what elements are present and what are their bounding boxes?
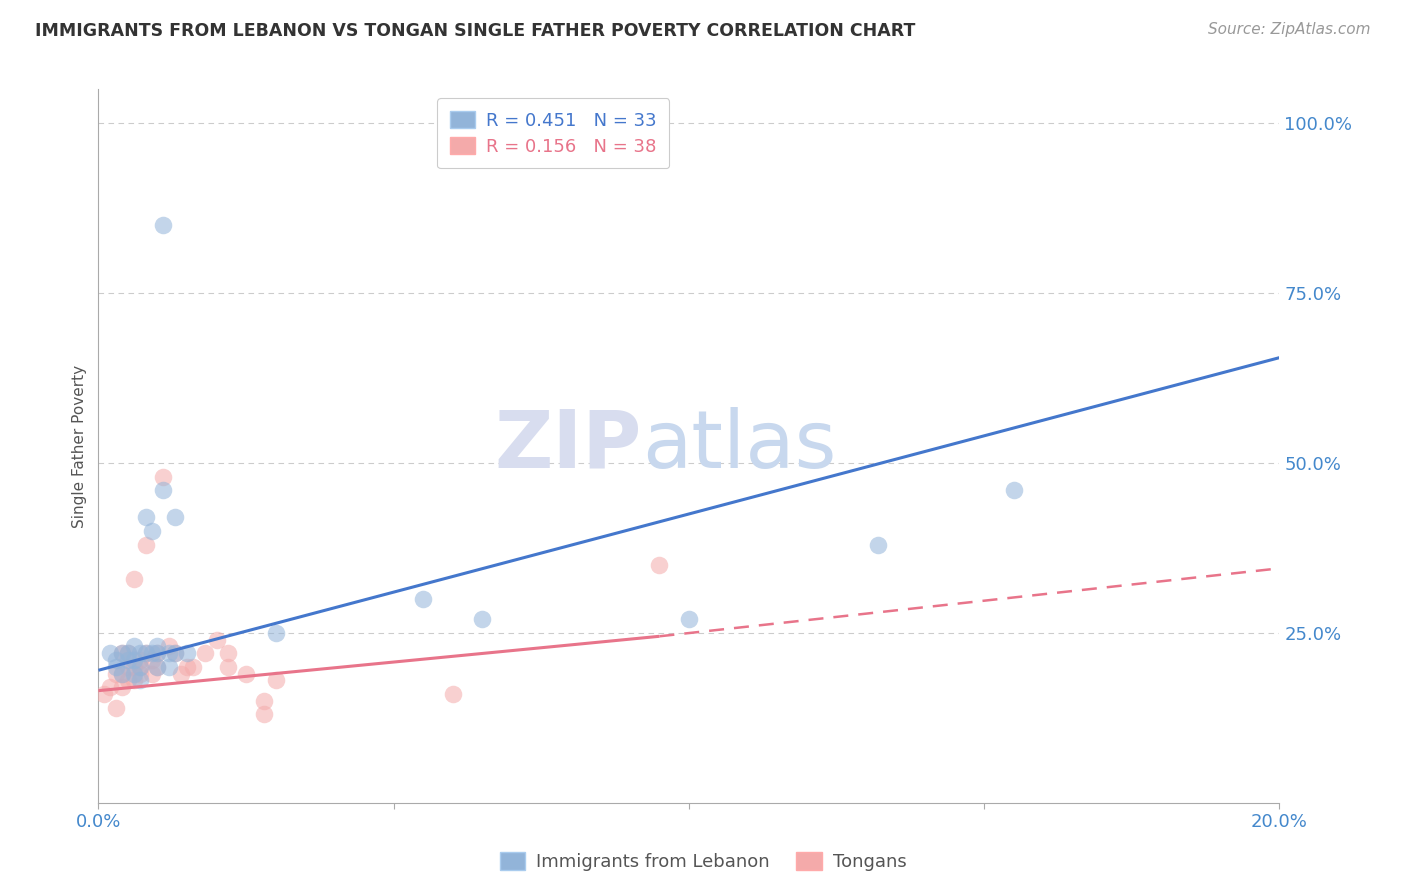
Point bbox=[205, 632, 228, 647]
Point bbox=[117, 653, 139, 667]
Point bbox=[141, 653, 163, 667]
Point bbox=[157, 646, 180, 660]
Point bbox=[441, 687, 464, 701]
Point bbox=[170, 666, 193, 681]
Point bbox=[146, 640, 169, 654]
Point bbox=[146, 646, 169, 660]
Point bbox=[157, 660, 180, 674]
Point bbox=[128, 653, 150, 667]
Point bbox=[117, 673, 139, 688]
Point bbox=[165, 646, 187, 660]
Legend: Immigrants from Lebanon, Tongans: Immigrants from Lebanon, Tongans bbox=[492, 846, 914, 879]
Point bbox=[1002, 483, 1025, 498]
Point bbox=[122, 660, 145, 674]
Point bbox=[146, 646, 169, 660]
Point bbox=[165, 646, 187, 660]
Point bbox=[152, 218, 174, 232]
Point bbox=[648, 558, 671, 572]
Text: IMMIGRANTS FROM LEBANON VS TONGAN SINGLE FATHER POVERTY CORRELATION CHART: IMMIGRANTS FROM LEBANON VS TONGAN SINGLE… bbox=[35, 22, 915, 40]
Point bbox=[98, 646, 121, 660]
Point bbox=[235, 666, 257, 681]
Point bbox=[111, 666, 134, 681]
Point bbox=[122, 666, 145, 681]
Point bbox=[152, 469, 174, 483]
Point bbox=[135, 510, 157, 524]
Point bbox=[253, 694, 276, 708]
Text: Source: ZipAtlas.com: Source: ZipAtlas.com bbox=[1208, 22, 1371, 37]
Point bbox=[165, 510, 187, 524]
Point bbox=[117, 660, 139, 674]
Point bbox=[264, 626, 287, 640]
Point bbox=[412, 591, 434, 606]
Point bbox=[146, 660, 169, 674]
Point bbox=[157, 640, 180, 654]
Point bbox=[111, 680, 134, 694]
Point bbox=[105, 700, 128, 714]
Point bbox=[111, 646, 134, 660]
Point bbox=[176, 646, 198, 660]
Point bbox=[141, 666, 163, 681]
Point bbox=[128, 673, 150, 688]
Point bbox=[471, 612, 494, 626]
Point bbox=[146, 660, 169, 674]
Point bbox=[135, 537, 157, 551]
Point bbox=[122, 572, 145, 586]
Point bbox=[105, 660, 128, 674]
Point bbox=[135, 646, 157, 660]
Point bbox=[98, 680, 121, 694]
Point bbox=[105, 666, 128, 681]
Point bbox=[105, 653, 128, 667]
Legend: R = 0.451   N = 33, R = 0.156   N = 38: R = 0.451 N = 33, R = 0.156 N = 38 bbox=[437, 98, 669, 169]
Point bbox=[176, 660, 198, 674]
Point bbox=[253, 707, 276, 722]
Point bbox=[117, 646, 139, 660]
Point bbox=[264, 673, 287, 688]
Point bbox=[217, 660, 239, 674]
Point bbox=[128, 646, 150, 660]
Point bbox=[152, 483, 174, 498]
Point bbox=[141, 524, 163, 538]
Point bbox=[111, 666, 134, 681]
Point bbox=[122, 640, 145, 654]
Point bbox=[866, 537, 889, 551]
Point bbox=[122, 653, 145, 667]
Point bbox=[194, 646, 217, 660]
Text: ZIP: ZIP bbox=[495, 407, 641, 485]
Point bbox=[135, 646, 157, 660]
Point bbox=[111, 646, 134, 660]
Point bbox=[141, 646, 163, 660]
Point bbox=[181, 660, 204, 674]
Point bbox=[128, 660, 150, 674]
Text: atlas: atlas bbox=[641, 407, 837, 485]
Point bbox=[117, 646, 139, 660]
Point bbox=[217, 646, 239, 660]
Point bbox=[93, 687, 115, 701]
Point bbox=[128, 666, 150, 681]
Y-axis label: Single Father Poverty: Single Father Poverty bbox=[72, 365, 87, 527]
Point bbox=[678, 612, 700, 626]
Point bbox=[122, 673, 145, 688]
Point bbox=[128, 660, 150, 674]
